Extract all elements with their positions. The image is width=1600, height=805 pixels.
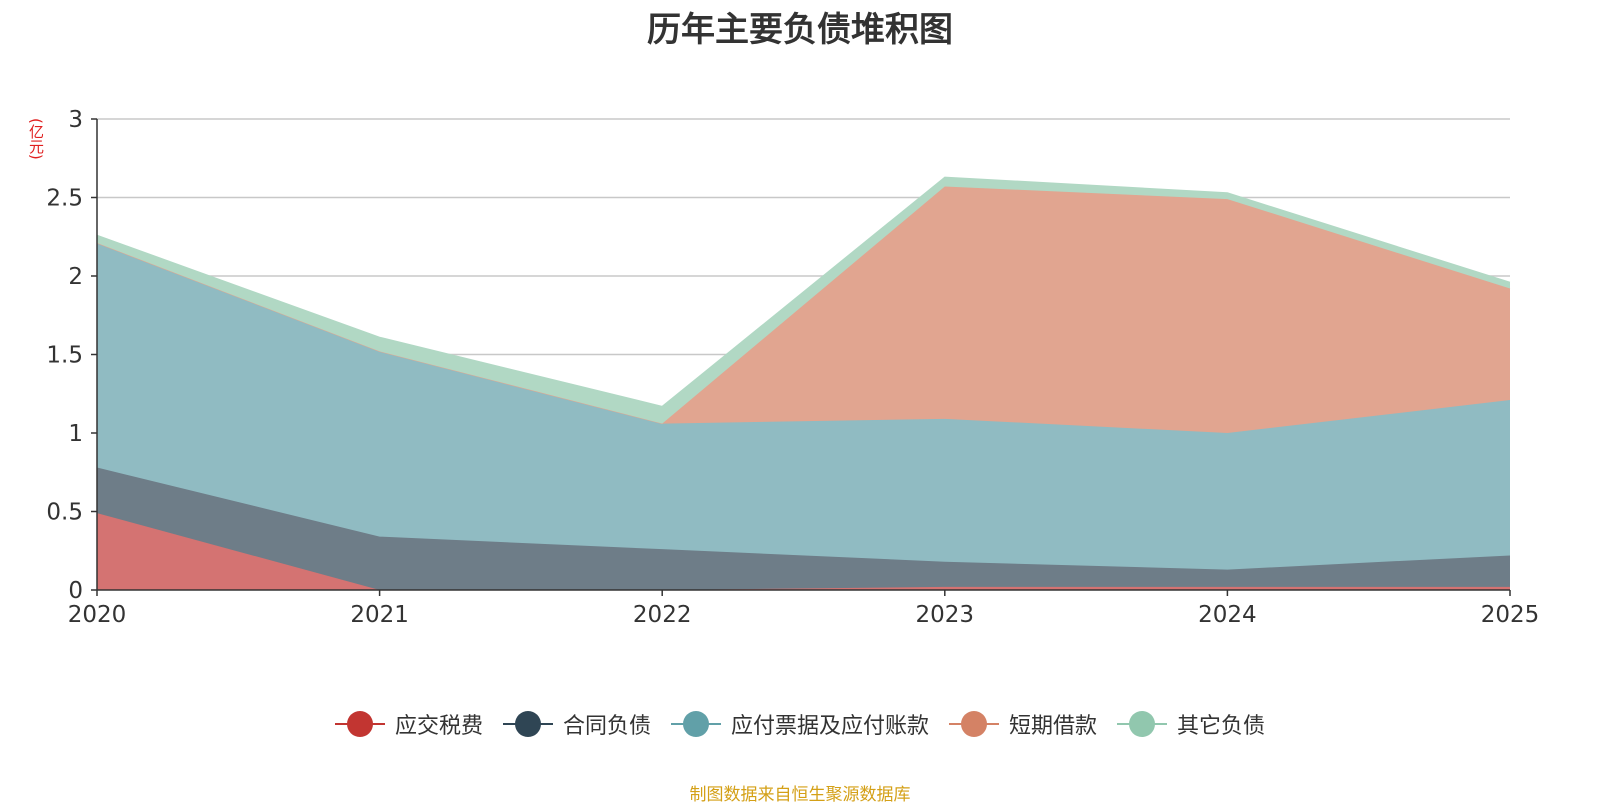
area-series-3 bbox=[97, 243, 1510, 570]
x-tick-label: 2021 bbox=[350, 602, 409, 628]
area-series-5 bbox=[97, 177, 1510, 424]
chart-title: 历年主要负债堆积图 bbox=[647, 10, 953, 50]
x-tick-label: 2023 bbox=[916, 602, 975, 628]
legend-marker bbox=[670, 711, 721, 737]
legend-label: 应付票据及应付账款 bbox=[730, 714, 929, 739]
legend-label: 短期借款 bbox=[1009, 714, 1098, 739]
area-series-4 bbox=[97, 186, 1510, 433]
y-tick-label: 0 bbox=[68, 578, 83, 604]
legend-label: 应交税费 bbox=[394, 714, 483, 739]
area-series bbox=[96, 176, 1511, 591]
y-axis-unit: (亿元) bbox=[27, 118, 45, 160]
legend-item-1[interactable]: 应交税费 bbox=[334, 708, 483, 740]
y-tick-label: 1.5 bbox=[46, 343, 83, 369]
legend-item-5[interactable]: 其它负债 bbox=[1117, 708, 1265, 740]
x-tick-label: 2020 bbox=[68, 602, 127, 628]
area-series-1 bbox=[97, 513, 1510, 590]
x-tick-label: 2025 bbox=[1481, 602, 1540, 628]
axes: 0 0.5 1 1.5 2 2.5 3 2020 2021 2022 2023 2024 2025 bbox=[46, 107, 1539, 628]
y-tick-label: 2 bbox=[68, 264, 83, 290]
data-source-note: 制图数据来自恒生聚源数据库 bbox=[689, 785, 911, 805]
legend-item-4[interactable]: 短期借款 bbox=[949, 708, 1097, 740]
legend-item-3[interactable]: 应付票据及应付账款 bbox=[670, 708, 929, 740]
legend-marker bbox=[502, 711, 553, 737]
x-tick-label: 2022 bbox=[633, 602, 692, 628]
legend-marker bbox=[949, 711, 999, 737]
area-series-5-edge bbox=[96, 176, 1511, 407]
y-tick-label: 0.5 bbox=[46, 500, 83, 526]
y-tick-label: 2.5 bbox=[46, 186, 83, 212]
x-tick-label: 2024 bbox=[1198, 602, 1257, 628]
legend-label: 合同负债 bbox=[562, 714, 651, 739]
legend: 应交税费 合同负债 应付票据及应付账款 短期借款 其它负债 bbox=[0, 708, 1600, 740]
legend-marker bbox=[1117, 711, 1168, 737]
y-tick-label: 1 bbox=[68, 421, 83, 447]
y-tick-label: 3 bbox=[68, 107, 83, 133]
area-series-2 bbox=[97, 467, 1510, 590]
legend-item-2[interactable]: 合同负债 bbox=[502, 708, 651, 740]
legend-marker bbox=[334, 711, 385, 737]
legend-label: 其它负债 bbox=[1177, 714, 1266, 739]
